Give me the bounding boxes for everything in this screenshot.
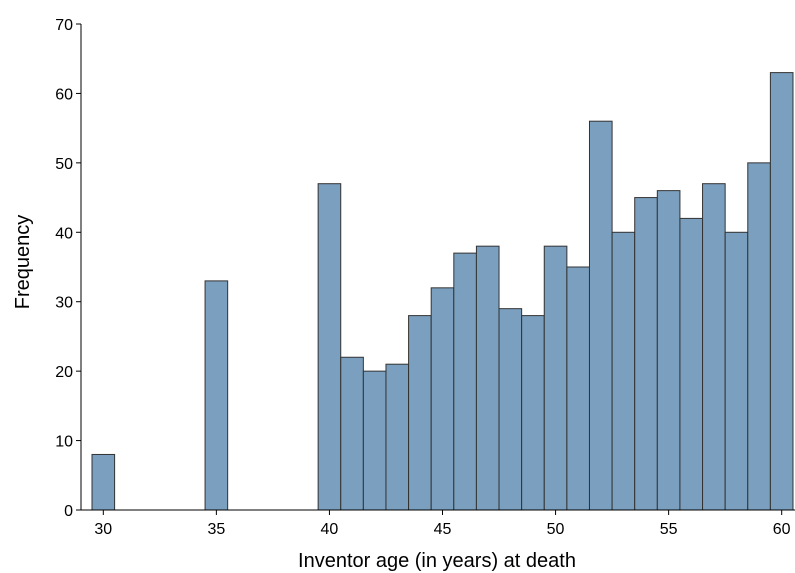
- y-tick-label-20: 20: [55, 364, 73, 381]
- bar-age-41: [340, 356, 364, 511]
- bar-age-58: [724, 231, 749, 511]
- bar-age-53: [611, 231, 636, 511]
- bar-age-60: [769, 72, 794, 511]
- y-axis: 0 10 20 30 40 50 60 70: [55, 17, 82, 520]
- x-tick-label-55: 55: [660, 521, 678, 538]
- bar-age-48: [498, 308, 523, 511]
- x-tick-label-45: 45: [434, 521, 452, 538]
- bar-age-50: [543, 245, 568, 511]
- bar-age-49: [521, 315, 545, 511]
- bar-age-59: [747, 162, 771, 511]
- bar-age-51: [566, 266, 590, 511]
- bar-age-54: [634, 197, 658, 511]
- x-axis: 30 35 40 45 50 55 60: [81, 509, 795, 538]
- bar-age-56: [679, 217, 704, 511]
- x-tick-label-60: 60: [773, 521, 791, 538]
- bar-age-55: [656, 190, 681, 511]
- bar-age-42: [362, 370, 387, 511]
- bar-age-57: [702, 183, 726, 511]
- bar-age-46: [453, 252, 477, 511]
- bar-age-43: [385, 363, 410, 511]
- x-tick-label-35: 35: [207, 521, 225, 538]
- x-tick-label-50: 50: [547, 521, 565, 538]
- y-tick-label-70: 70: [55, 17, 73, 34]
- bar-age-52: [588, 120, 613, 511]
- y-tick-label-50: 50: [55, 156, 73, 173]
- bar-age-45: [430, 287, 455, 511]
- y-tick-label-40: 40: [55, 225, 73, 242]
- y-tick-label-10: 10: [55, 434, 73, 451]
- y-tick-label-30: 30: [55, 295, 73, 312]
- bar-age-40: [317, 183, 342, 511]
- bar-age-30: [91, 453, 116, 511]
- y-axis-title: Frequency: [12, 215, 34, 310]
- x-axis-title: Inventor age (in years) at death: [298, 550, 576, 572]
- y-tick-label-0: 0: [64, 503, 73, 520]
- x-tick-label-40: 40: [321, 521, 339, 538]
- bars-group: [91, 72, 794, 511]
- bar-age-35: [204, 280, 229, 511]
- x-tick-label-30: 30: [94, 521, 112, 538]
- bar-age-44: [408, 315, 432, 511]
- bar-age-47: [475, 245, 500, 511]
- y-tick-label-60: 60: [55, 86, 73, 103]
